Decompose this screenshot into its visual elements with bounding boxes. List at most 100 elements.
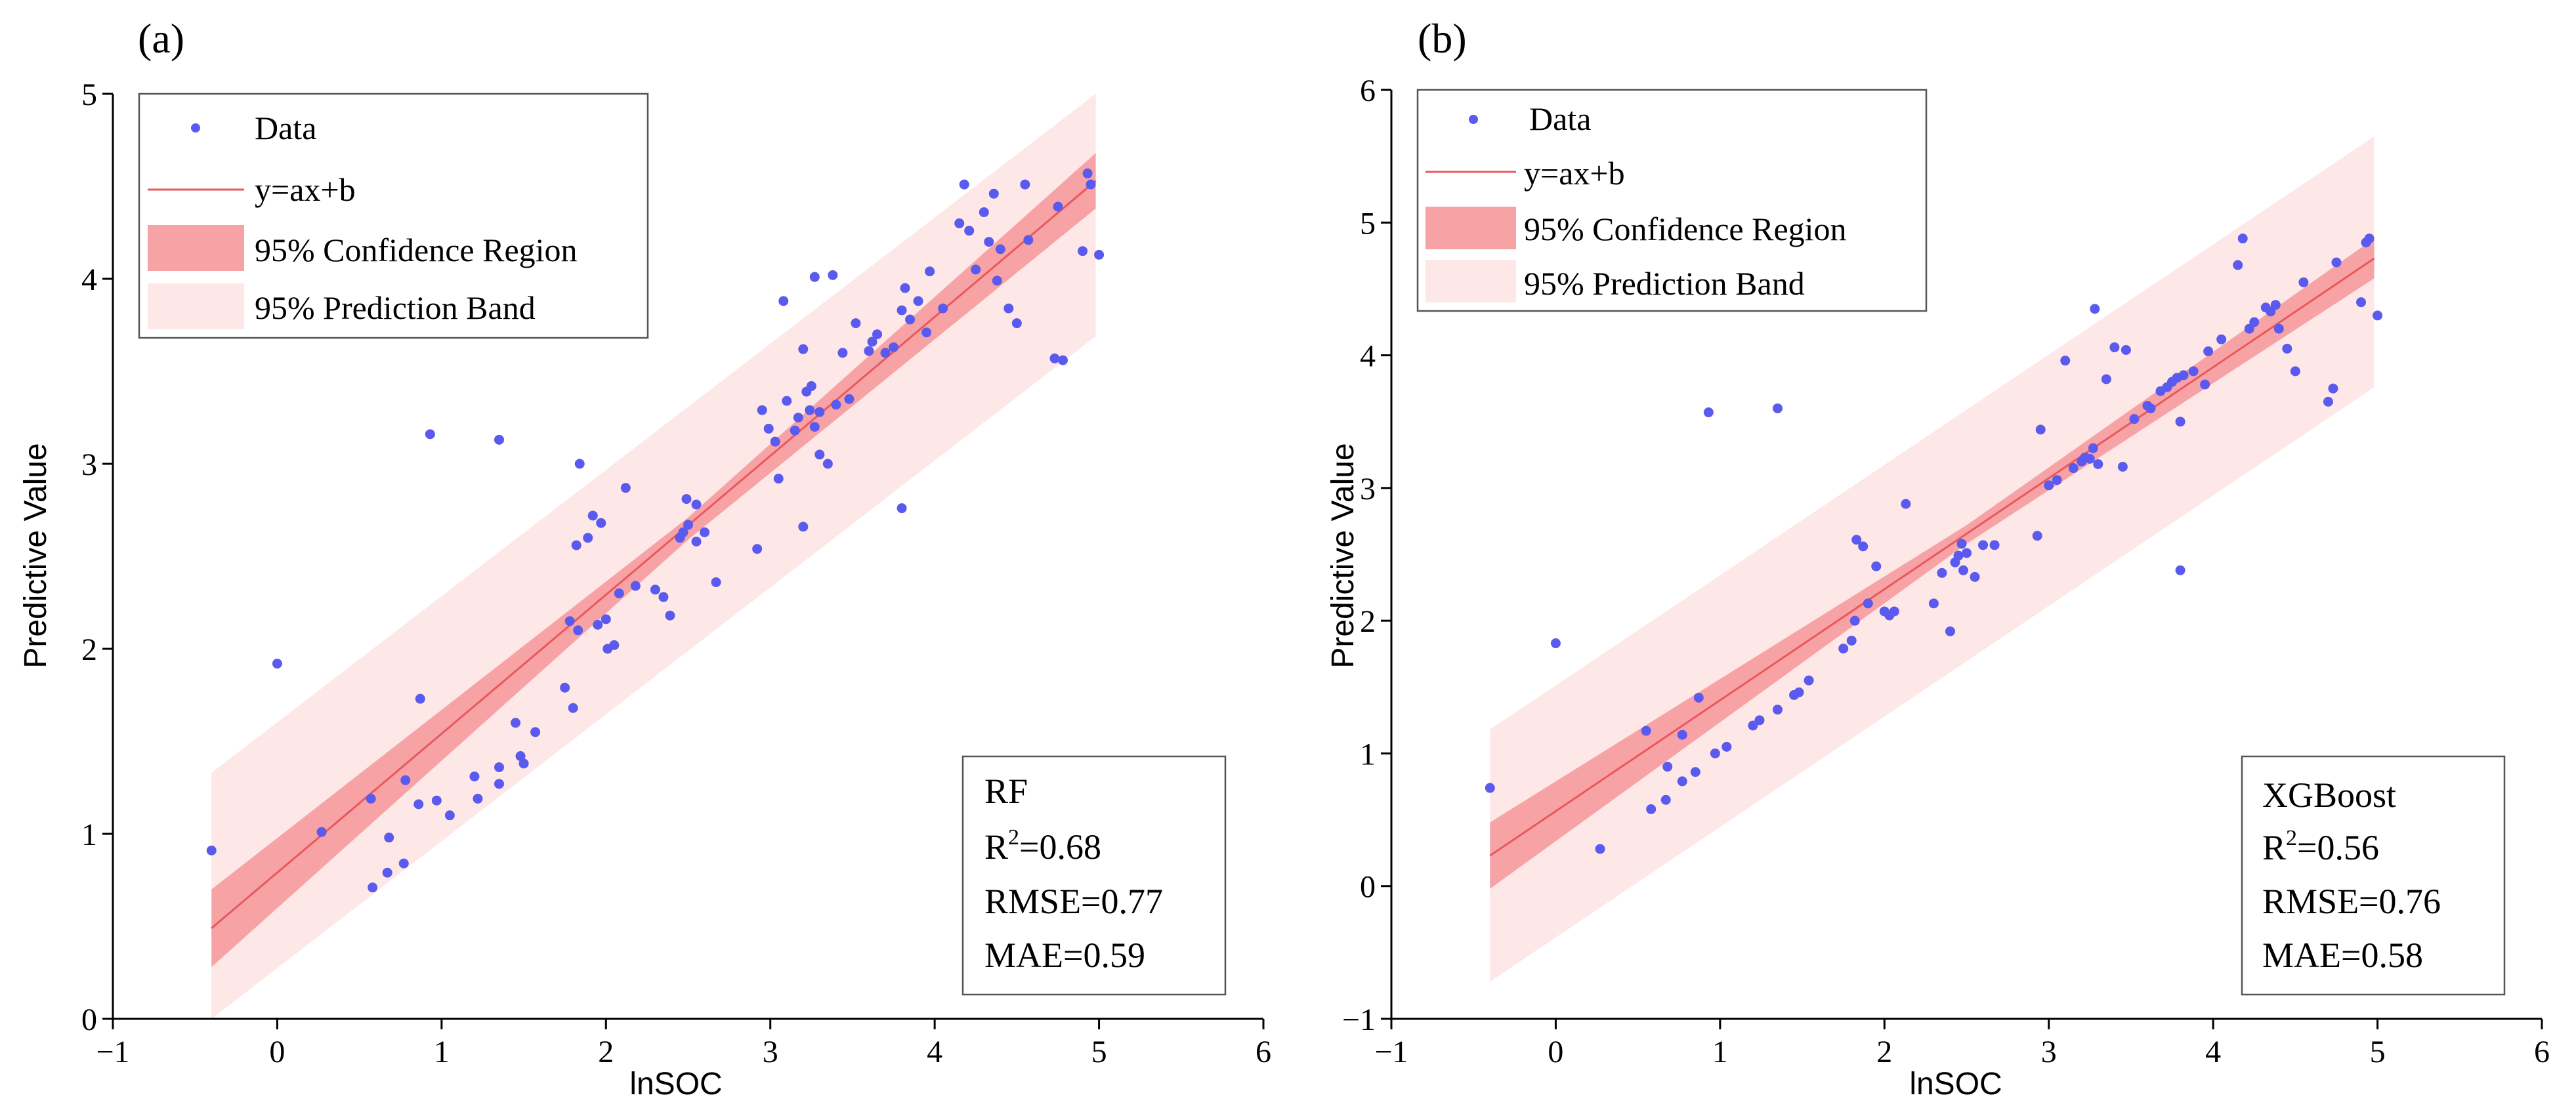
- data-point: [905, 314, 916, 325]
- data-point: [971, 264, 981, 275]
- legend-marker-data-a: [191, 123, 200, 133]
- data-point: [1748, 720, 1758, 731]
- data-point: [630, 581, 641, 591]
- y-tick-label: 2: [1360, 604, 1376, 639]
- legend-b: Data y=ax+b 95% Confidence Region 95% Pr…: [1416, 89, 1928, 312]
- data-point: [992, 276, 1002, 286]
- x-axis-title-b: lnSOC: [1909, 1067, 2002, 1102]
- data-point: [398, 858, 409, 869]
- data-point: [1677, 776, 1687, 787]
- panel-label-b: (b): [1418, 15, 1467, 62]
- fit-line-b: [1489, 257, 2375, 857]
- data-point: [382, 867, 392, 878]
- stats-r2-b: R2=0.56: [2262, 826, 2379, 867]
- data-point: [2117, 461, 2128, 472]
- x-tick-label: 3: [2041, 1035, 2057, 1069]
- legend-a: Data y=ax+b 95% Confidence Region 95% Pr…: [138, 93, 649, 339]
- data-point: [1794, 687, 1804, 697]
- legend-label-data-b: Data: [1529, 100, 1591, 137]
- data-point: [574, 459, 585, 469]
- legend-label-data-a: Data: [255, 110, 316, 146]
- x-tick-label: 0: [1548, 1035, 1563, 1069]
- fit-line: [1489, 257, 2375, 857]
- data-point: [400, 775, 411, 785]
- stats-box-a: RF R2=0.68 RMSE=0.77 MAE=0.59: [961, 755, 1227, 996]
- data-point: [681, 494, 692, 505]
- data-point: [2282, 343, 2292, 354]
- data-point: [2270, 300, 2281, 310]
- data-point: [1849, 615, 1860, 626]
- data-point: [844, 394, 855, 404]
- y-tick-label: 5: [1360, 206, 1376, 241]
- data-point: [1693, 692, 1704, 703]
- data-point: [1928, 598, 1939, 609]
- data-point: [872, 329, 882, 340]
- data-points-a: [206, 168, 1105, 893]
- stats-r2-prefix-a: R: [984, 827, 1008, 867]
- data-point: [1901, 499, 1911, 509]
- data-point: [1710, 748, 1720, 758]
- data-point: [1945, 626, 1955, 636]
- data-point: [596, 518, 606, 528]
- data-point: [368, 882, 378, 893]
- data-point: [473, 793, 483, 804]
- x-axis-title-a: lnSOC: [629, 1067, 722, 1102]
- data-point: [805, 405, 815, 415]
- data-point: [583, 533, 593, 543]
- data-point: [938, 303, 948, 314]
- data-point: [889, 342, 899, 352]
- stats-mae-b: MAE=0.58: [2262, 936, 2423, 975]
- legend-label-fit-b: y=ax+b: [1524, 155, 1625, 192]
- data-point: [431, 795, 442, 806]
- data-point: [809, 422, 820, 432]
- data-point: [752, 544, 763, 554]
- data-point: [995, 244, 1005, 255]
- data-point: [2068, 463, 2079, 474]
- data-point: [2373, 310, 2383, 321]
- data-point: [711, 577, 721, 587]
- data-point: [2237, 234, 2248, 244]
- y-tick-label: 3: [81, 447, 97, 482]
- data-point: [1958, 565, 1968, 575]
- legend-label-confidence-b: 95% Confidence Region: [1524, 211, 1847, 247]
- data-point: [798, 522, 809, 532]
- stats-rmse-b: RMSE=0.76: [2262, 882, 2441, 921]
- data-point: [1049, 353, 1060, 363]
- y-tick-label: 1: [81, 817, 97, 852]
- x-tick-label: 5: [1091, 1035, 1107, 1069]
- x-tick-label: 3: [763, 1035, 778, 1069]
- data-point: [2203, 346, 2214, 357]
- confidence-region-area: [211, 153, 1096, 968]
- x-tick-label: 6: [1256, 1035, 1271, 1069]
- data-point: [2088, 443, 2098, 453]
- data-point: [837, 348, 848, 358]
- legend-marker-prediction-b: [1425, 260, 1516, 302]
- data-point: [1846, 635, 1857, 646]
- data-point: [1962, 548, 1972, 558]
- data-point: [1078, 246, 1088, 257]
- data-point: [425, 429, 435, 440]
- data-point: [511, 718, 521, 728]
- data-point: [700, 527, 710, 537]
- data-point: [683, 520, 693, 530]
- panel-label-a: (a): [138, 15, 184, 62]
- data-point: [798, 344, 809, 354]
- data-point: [988, 188, 999, 199]
- data-point: [782, 396, 792, 406]
- x-tick-label: 2: [598, 1035, 614, 1069]
- confidence-region-a: [211, 153, 1096, 968]
- data-point: [1082, 168, 1093, 178]
- data-point: [2090, 304, 2100, 314]
- stats-model-a: RF: [984, 772, 1028, 811]
- data-point: [573, 625, 583, 636]
- data-point: [880, 348, 891, 358]
- y-tick-label: −1: [1342, 1002, 1376, 1037]
- data-point: [1978, 540, 1989, 550]
- fit-line: [211, 180, 1097, 929]
- data-point: [1011, 318, 1022, 329]
- legend-label-prediction-b: 95% Prediction Band: [1524, 265, 1805, 302]
- data-point: [897, 503, 907, 514]
- legend-marker-confidence-a: [148, 225, 244, 271]
- data-point: [1595, 844, 1605, 854]
- data-point: [1754, 715, 1765, 726]
